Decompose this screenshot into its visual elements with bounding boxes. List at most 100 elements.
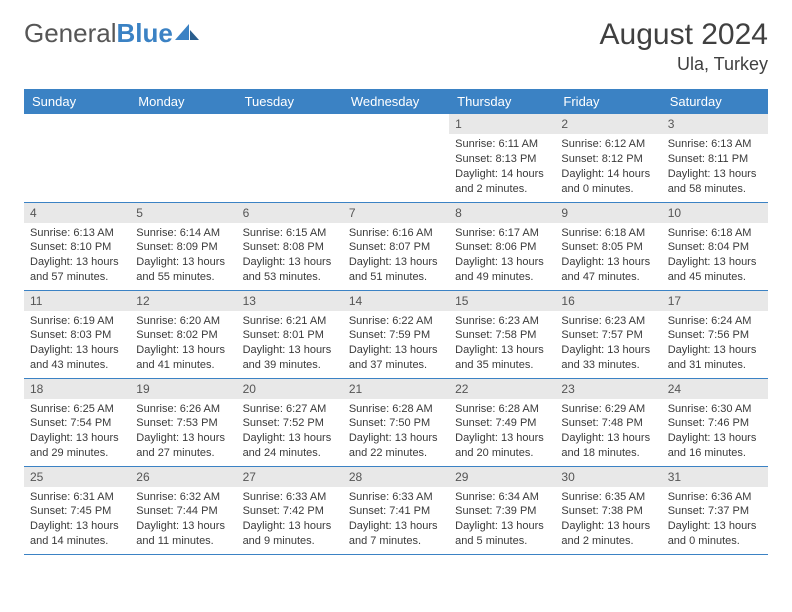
day-details: Sunrise: 6:14 AMSunset: 8:09 PMDaylight:… [130,223,236,288]
sunset-text: Sunset: 7:53 PM [136,416,230,431]
day-number: 31 [662,467,768,487]
calendar-week-row: 18Sunrise: 6:25 AMSunset: 7:54 PMDayligh… [24,378,768,466]
sunset-text: Sunset: 8:11 PM [668,152,762,167]
day-details: Sunrise: 6:16 AMSunset: 8:07 PMDaylight:… [343,223,449,288]
daylight-text: Daylight: 13 hours and 22 minutes. [349,431,443,461]
calendar-day-cell: 10Sunrise: 6:18 AMSunset: 8:04 PMDayligh… [662,202,768,290]
day-number: 16 [555,291,661,311]
sunset-text: Sunset: 7:49 PM [455,416,549,431]
calendar-day-cell: 1Sunrise: 6:11 AMSunset: 8:13 PMDaylight… [449,114,555,202]
day-details: Sunrise: 6:27 AMSunset: 7:52 PMDaylight:… [237,399,343,464]
calendar-day-cell: 13Sunrise: 6:21 AMSunset: 8:01 PMDayligh… [237,290,343,378]
sunset-text: Sunset: 8:07 PM [349,240,443,255]
day-details: Sunrise: 6:13 AMSunset: 8:10 PMDaylight:… [24,223,130,288]
sunrise-text: Sunrise: 6:27 AM [243,402,337,417]
sunrise-text: Sunrise: 6:20 AM [136,314,230,329]
daylight-text: Daylight: 13 hours and 31 minutes. [668,343,762,373]
day-details: Sunrise: 6:33 AMSunset: 7:41 PMDaylight:… [343,487,449,552]
sunrise-text: Sunrise: 6:17 AM [455,226,549,241]
day-number: 14 [343,291,449,311]
calendar-day-cell: 4Sunrise: 6:13 AMSunset: 8:10 PMDaylight… [24,202,130,290]
sunset-text: Sunset: 7:38 PM [561,504,655,519]
calendar-week-row: 25Sunrise: 6:31 AMSunset: 7:45 PMDayligh… [24,466,768,554]
day-details: Sunrise: 6:30 AMSunset: 7:46 PMDaylight:… [662,399,768,464]
daylight-text: Daylight: 13 hours and 9 minutes. [243,519,337,549]
day-details: Sunrise: 6:23 AMSunset: 7:58 PMDaylight:… [449,311,555,376]
daylight-text: Daylight: 13 hours and 57 minutes. [30,255,124,285]
calendar-day-cell: 7Sunrise: 6:16 AMSunset: 8:07 PMDaylight… [343,202,449,290]
day-details: Sunrise: 6:17 AMSunset: 8:06 PMDaylight:… [449,223,555,288]
weekday-header: Saturday [662,89,768,114]
sunrise-text: Sunrise: 6:23 AM [561,314,655,329]
sunrise-text: Sunrise: 6:34 AM [455,490,549,505]
day-number: 20 [237,379,343,399]
daylight-text: Daylight: 13 hours and 11 minutes. [136,519,230,549]
calendar-day-cell: 26 Sunrise: 6:32 AMSunset: 7:44 PMDayligh… [130,466,236,554]
sunrise-text: Sunrise: 6:32 AM [136,490,230,505]
calendar-day-cell: 5Sunrise: 6:14 AMSunset: 8:09 PMDaylight… [130,202,236,290]
day-number: 21 [343,379,449,399]
weekday-header: Thursday [449,89,555,114]
day-details: Sunrise: 6:34 AMSunset: 7:39 PMDaylight:… [449,487,555,552]
calendar-day-cell: 14Sunrise: 6:22 AMSunset: 7:59 PMDayligh… [343,290,449,378]
sunrise-text: Sunrise: 6:25 AM [30,402,124,417]
sunrise-text: Sunrise: 6:12 AM [561,137,655,152]
calendar-day-cell: 9Sunrise: 6:18 AMSunset: 8:05 PMDaylight… [555,202,661,290]
sunrise-text: Sunrise: 6:18 AM [561,226,655,241]
calendar-day-cell: 24Sunrise: 6:30 AMSunset: 7:46 PMDayligh… [662,378,768,466]
sunset-text: Sunset: 8:12 PM [561,152,655,167]
month-title: August 2024 [600,18,768,52]
day-number: 22 [449,379,555,399]
sunset-text: Sunset: 7:41 PM [349,504,443,519]
day-number: 15 [449,291,555,311]
sunrise-text: Sunrise: 6:33 AM [349,490,443,505]
title-block: August 2024 Ula, Turkey [600,18,768,75]
sunset-text: Sunset: 7:44 PM [136,504,230,519]
daylight-text: Daylight: 13 hours and 7 minutes. [349,519,443,549]
day-number: 11 [24,291,130,311]
sunset-text: Sunset: 8:02 PM [136,328,230,343]
day-details: Sunrise: 6:26 AMSunset: 7:53 PMDaylight:… [130,399,236,464]
daylight-text: Daylight: 13 hours and 20 minutes. [455,431,549,461]
sunrise-text: Sunrise: 6:29 AM [561,402,655,417]
day-number: 17 [662,291,768,311]
sunset-text: Sunset: 7:48 PM [561,416,655,431]
sunrise-text: Sunrise: 6:22 AM [349,314,443,329]
daylight-text: Daylight: 13 hours and 2 minutes. [561,519,655,549]
day-details: Sunrise: 6:24 AMSunset: 7:56 PMDaylight:… [662,311,768,376]
daylight-text: Daylight: 14 hours and 2 minutes. [455,167,549,197]
sunset-text: Sunset: 7:45 PM [30,504,124,519]
daylight-text: Daylight: 13 hours and 33 minutes. [561,343,655,373]
daylight-text: Daylight: 13 hours and 55 minutes. [136,255,230,285]
day-number: 19 [130,379,236,399]
day-details: Sunrise: 6:25 AMSunset: 7:54 PMDaylight:… [24,399,130,464]
day-number: 8 [449,203,555,223]
sunrise-text: Sunrise: 6:16 AM [349,226,443,241]
day-number: 4 [24,203,130,223]
day-number: 24 [662,379,768,399]
weekday-header: Friday [555,89,661,114]
sunrise-text: Sunrise: 6:14 AM [136,226,230,241]
day-number: 2 [555,114,661,134]
day-number: 26 [130,467,236,487]
calendar-table: SundayMondayTuesdayWednesdayThursdayFrid… [24,89,768,555]
calendar-day-cell: 18Sunrise: 6:25 AMSunset: 7:54 PMDayligh… [24,378,130,466]
sunrise-text: Sunrise: 6:28 AM [349,402,443,417]
calendar-day-cell: 28Sunrise: 6:33 AMSunset: 7:41 PMDayligh… [343,466,449,554]
sunset-text: Sunset: 8:01 PM [243,328,337,343]
sunrise-text: Sunrise: 6:33 AM [243,490,337,505]
day-details: Sunrise: 6:28 AMSunset: 7:50 PMDaylight:… [343,399,449,464]
sunrise-text: Sunrise: 6:28 AM [455,402,549,417]
sunrise-text: Sunrise: 6:19 AM [30,314,124,329]
day-details: Sunrise: 6:21 AMSunset: 8:01 PMDaylight:… [237,311,343,376]
day-details: Sunrise: 6:36 AMSunset: 7:37 PMDaylight:… [662,487,768,552]
day-number: 3 [662,114,768,134]
day-details: Sunrise: 6:29 AMSunset: 7:48 PMDaylight:… [555,399,661,464]
daylight-text: Daylight: 13 hours and 45 minutes. [668,255,762,285]
calendar-day-cell [130,114,236,202]
daylight-text: Daylight: 13 hours and 35 minutes. [455,343,549,373]
sunset-text: Sunset: 7:54 PM [30,416,124,431]
day-details: Sunrise: 6:15 AMSunset: 8:08 PMDaylight:… [237,223,343,288]
calendar-day-cell: 23Sunrise: 6:29 AMSunset: 7:48 PMDayligh… [555,378,661,466]
day-number: 12 [130,291,236,311]
